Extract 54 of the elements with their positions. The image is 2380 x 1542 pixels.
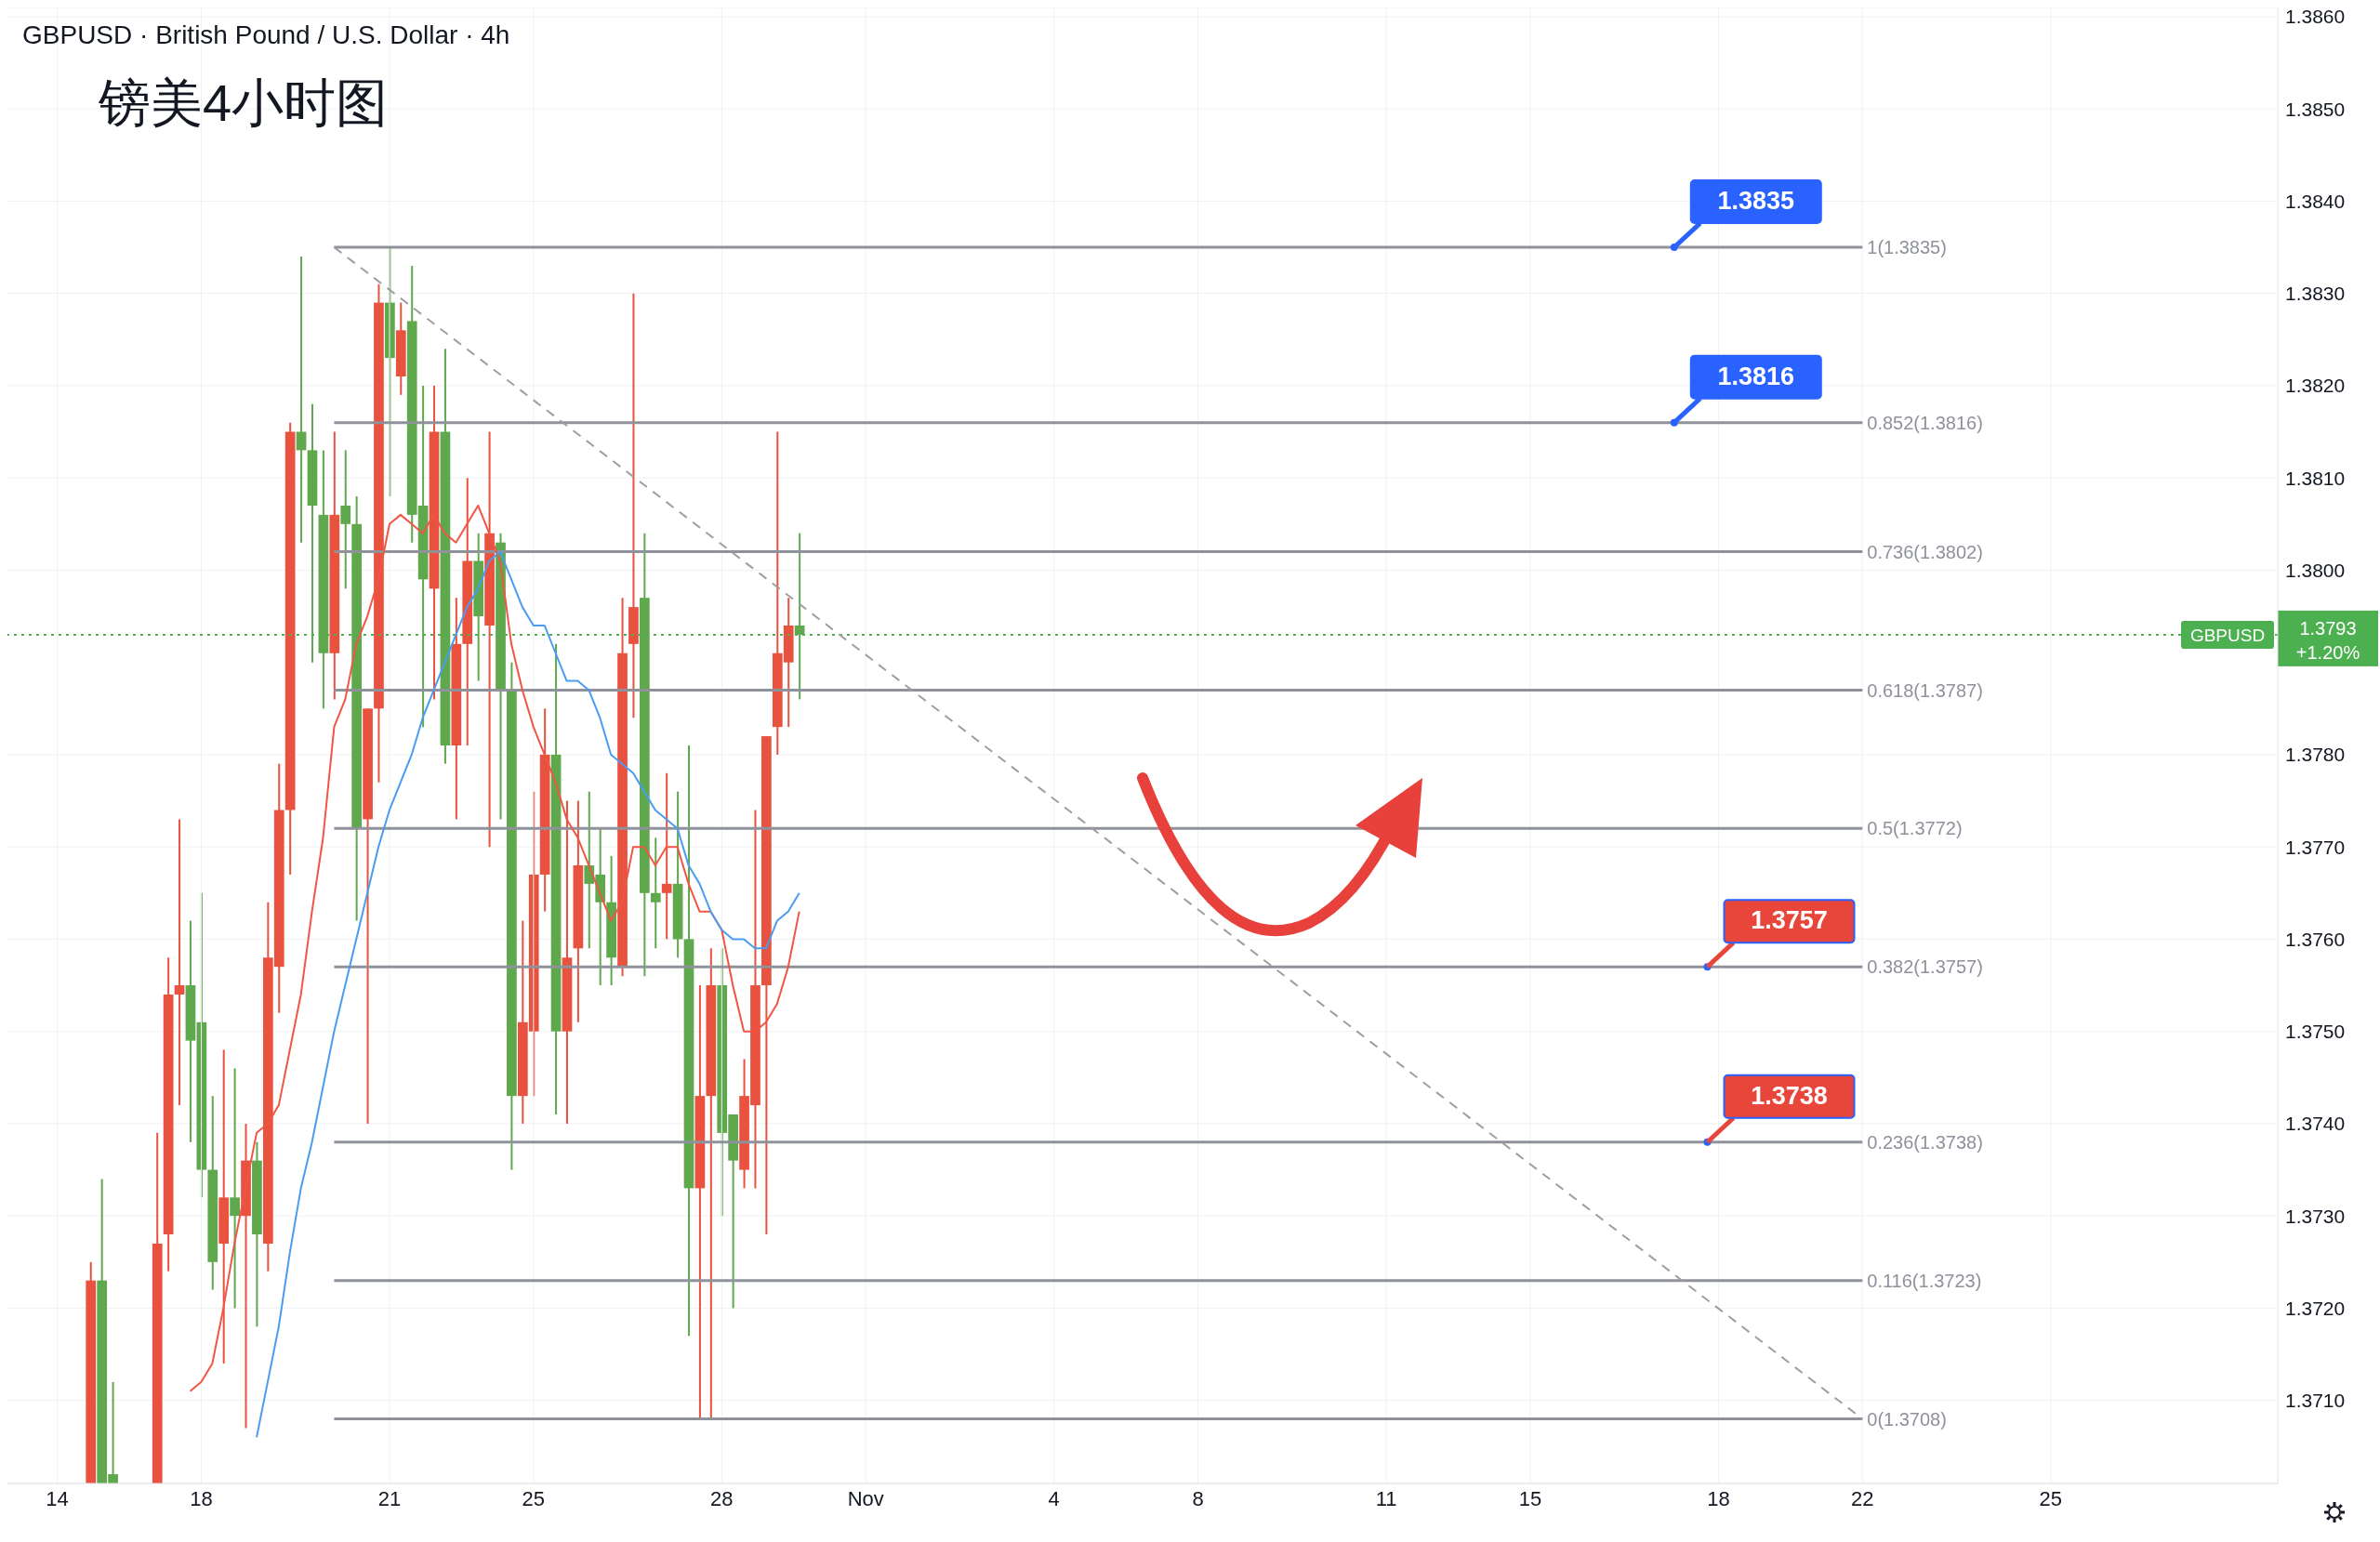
ref-line-label: 1(1.3835): [1867, 237, 1947, 258]
y-tick-label: 1.3800: [2285, 559, 2346, 581]
candlestick: [628, 292, 639, 719]
x-tick-label: 25: [2039, 1486, 2063, 1510]
x-tick-label: 18: [190, 1486, 213, 1510]
x-tick-label: Nov: [847, 1486, 884, 1510]
x-tick-label: 15: [1518, 1486, 1542, 1510]
candlestick: [794, 532, 805, 701]
text: GBPUSD · British Pound / U.S. Dollar · 4h: [22, 20, 510, 50]
ref-line-label: 0.116(1.3723): [1867, 1270, 1982, 1291]
candlestick: [174, 818, 185, 1107]
y-tick-label: 1.3820: [2285, 375, 2346, 397]
candlestick: [340, 449, 351, 590]
x-tick-label: 14: [46, 1486, 69, 1510]
text: 1.3793: [2299, 617, 2357, 639]
x-tick-label: 4: [1048, 1486, 1060, 1510]
y-tick-label: 1.3750: [2285, 1021, 2346, 1043]
x-tick-label: 8: [1192, 1486, 1204, 1510]
annotation: 1.3738: [1751, 1081, 1828, 1110]
ref-line-label: 0.236(1.3738): [1867, 1131, 1983, 1153]
y-tick-label: 1.3810: [2285, 467, 2346, 489]
ref-line-label: GBPUSD: [2189, 625, 2266, 645]
annotation: 1.3835: [1717, 187, 1795, 216]
ref-line-label: 0(1.3708): [1867, 1408, 1947, 1430]
candlestick: [230, 1067, 240, 1310]
y-tick-label: 1.3860: [2285, 6, 2346, 28]
y-tick-label: 1.3770: [2285, 836, 2346, 858]
candlestick: [650, 837, 661, 950]
y-tick-label: 1.3760: [2285, 928, 2346, 950]
text: 镑美4小时图: [99, 72, 389, 134]
x-tick-label: 22: [1851, 1486, 1874, 1510]
ref-line-label: 0.852(1.3816): [1867, 412, 1983, 433]
x-tick-label: 18: [1707, 1486, 1730, 1510]
y-tick-label: 1.3720: [2285, 1297, 2346, 1319]
y-tick-label: 1.3780: [2285, 744, 2346, 766]
ref-line-label: 0.736(1.3802): [1867, 541, 1983, 562]
line-series: [256, 550, 800, 1439]
y-tick-label: 1.3740: [2285, 1113, 2346, 1135]
text: +1.20%: [2295, 641, 2360, 663]
y-tick-label: 1.3830: [2285, 283, 2346, 305]
x-tick-label: 21: [377, 1486, 402, 1510]
x-tick-label: 25: [522, 1486, 546, 1510]
ref-line-label: 0.5(1.3772): [1867, 818, 1963, 839]
annotation: 1.3816: [1717, 362, 1795, 390]
annotation: 1.3757: [1751, 906, 1828, 935]
x-tick-label: 11: [1375, 1486, 1397, 1510]
y-tick-label: 1.3840: [2285, 190, 2346, 212]
x-tick-label: 28: [710, 1486, 734, 1510]
candlestick: [661, 771, 672, 941]
y-tick-label: 1.3730: [2285, 1205, 2346, 1227]
ref-line-label: 0.382(1.3757): [1867, 956, 1983, 978]
y-tick-label: 1.3850: [2285, 98, 2346, 120]
y-tick-label: 1.3710: [2285, 1390, 2346, 1412]
ref-line-label: 0.618(1.3787): [1867, 679, 1983, 701]
